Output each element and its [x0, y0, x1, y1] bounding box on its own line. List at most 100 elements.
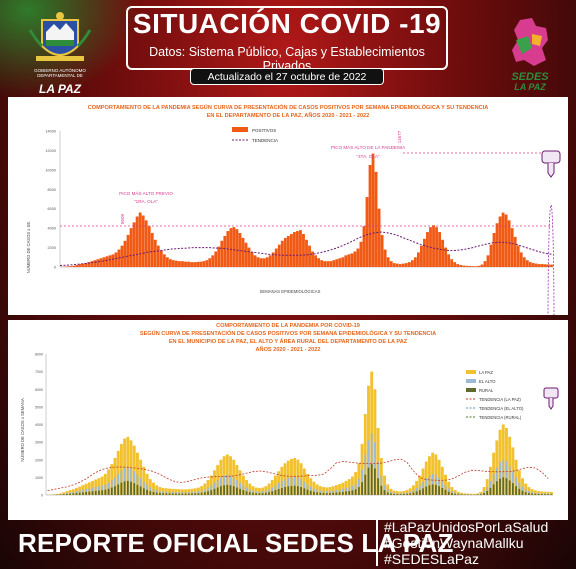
bar-positivos	[190, 262, 193, 267]
bar-positivos	[223, 235, 227, 267]
bar-lapaz	[235, 465, 239, 495]
bar-positivos	[75, 265, 79, 267]
bar-positivos	[247, 247, 251, 267]
bar-positivos	[196, 261, 200, 267]
org-lapaz: LA PAZ	[39, 82, 81, 96]
bar-elalto	[287, 477, 290, 495]
bar-lapaz	[187, 489, 191, 495]
bar-rural	[377, 478, 379, 495]
bar-positivos	[99, 258, 103, 267]
bar-positivos	[480, 264, 484, 267]
bar-lapaz	[306, 473, 309, 495]
bar-positivos	[341, 257, 345, 267]
bar-rural	[499, 478, 501, 495]
bar-rural	[69, 493, 71, 495]
bar-lapaz	[107, 469, 111, 495]
bar-positivos	[69, 266, 72, 267]
chart2-svg: 0 1000 2000 3000 4000 5000 6000 7000 8000 LA PAZ…	[20, 353, 559, 498]
y-tick-label-2: 5000	[35, 405, 43, 409]
bar-rural	[264, 492, 267, 495]
bar-positivos	[156, 245, 160, 267]
bar-positivos	[250, 252, 254, 267]
annotation-high-peak-1: PICO MÁS ALTO DE LA PANDEMIA	[331, 144, 406, 150]
bar-positivos	[386, 257, 390, 267]
bar-positivos	[486, 255, 490, 267]
legend-trend-elalto: TENDENCIA (EL ALTO)	[479, 406, 524, 411]
bar-positivos	[111, 254, 115, 267]
bar-rural	[159, 493, 161, 495]
bar-lapaz	[126, 436, 130, 495]
bar-positivos	[438, 232, 441, 267]
bar-lapaz	[245, 480, 248, 495]
bar-rural	[479, 494, 482, 495]
bar-positivos	[365, 197, 369, 267]
bar-positivos	[392, 263, 396, 267]
bar-elalto	[78, 490, 81, 495]
bar-positivos	[450, 259, 454, 267]
bar-rural	[441, 487, 444, 495]
bar-positivos	[356, 248, 360, 267]
bar-positivos	[477, 265, 481, 267]
y-tick-label-2: 6000	[35, 388, 43, 392]
bar-positivos	[72, 265, 76, 267]
bar-rural	[335, 492, 338, 495]
bar-elalto	[107, 482, 110, 495]
bar-positivos	[120, 245, 124, 267]
chart-department-panel: COMPORTAMIENTO DE LA PANDEMIA SEGÚN CURV…	[8, 97, 568, 315]
bar-positivos	[202, 261, 206, 267]
bar-lapaz	[351, 476, 354, 495]
bar-rural	[155, 492, 158, 495]
bar-positivos	[468, 266, 472, 267]
chart1-title-line2: EN EL DEPARTAMENTO DE LA PAZ, AÑOS 2020 …	[206, 113, 370, 119]
bar-rural	[492, 484, 495, 495]
bar-positivos	[516, 245, 520, 267]
bar-positivos	[217, 246, 221, 267]
bar-positivos	[371, 153, 375, 267]
bar-rural	[434, 484, 437, 495]
bar-rural	[168, 493, 171, 495]
bar-positivos	[504, 214, 508, 267]
bar-elalto	[486, 487, 489, 495]
bar-positivos	[283, 237, 287, 267]
bar-positivos	[407, 262, 411, 267]
bar-positivos	[277, 244, 281, 267]
bar-rural	[239, 488, 242, 495]
bar-rural	[515, 486, 517, 495]
bar-lapaz	[206, 480, 210, 495]
chart2-ylabel: NÚMERO DE CASOS x SEMANA	[20, 398, 25, 462]
bar-elalto	[492, 473, 495, 495]
bar-positivos	[268, 255, 272, 267]
bar-rural	[117, 484, 120, 495]
y-tick-label-2: 3000	[35, 441, 43, 445]
bar-rural	[351, 490, 354, 495]
bar-positivos	[453, 262, 457, 267]
bar-positivos	[238, 233, 242, 267]
bar-rural	[104, 489, 107, 495]
bar-rural	[226, 484, 229, 495]
bar-positivos	[525, 260, 529, 267]
bar-positivos	[329, 261, 333, 267]
bar-rural	[178, 493, 181, 495]
bar-positivos	[162, 254, 166, 267]
bar-rural	[396, 494, 399, 495]
bar-lapaz	[222, 456, 226, 495]
bar-positivos	[489, 244, 493, 267]
footer-divider	[376, 520, 378, 566]
y-tick-label: 4000	[48, 227, 56, 231]
bar-positivos	[132, 222, 136, 267]
chart1-xlabel: SEMANAS EPIDEMIOLÓGICAS	[260, 289, 321, 294]
bar-positivos	[471, 266, 475, 267]
bar-positivos	[483, 261, 487, 267]
coat-of-arms-icon	[28, 12, 92, 61]
bar-positivos	[447, 254, 451, 267]
bar-rural	[508, 480, 511, 495]
bar-positivos	[320, 260, 324, 267]
bar-positivos	[389, 261, 393, 267]
bar-rural	[418, 490, 421, 495]
bar-lapaz	[341, 482, 345, 495]
bar-positivos	[172, 260, 175, 267]
bar-positivos	[326, 261, 330, 267]
bar-positivos	[147, 226, 151, 267]
bar-positivos	[175, 260, 178, 267]
bar-positivos	[435, 227, 438, 267]
